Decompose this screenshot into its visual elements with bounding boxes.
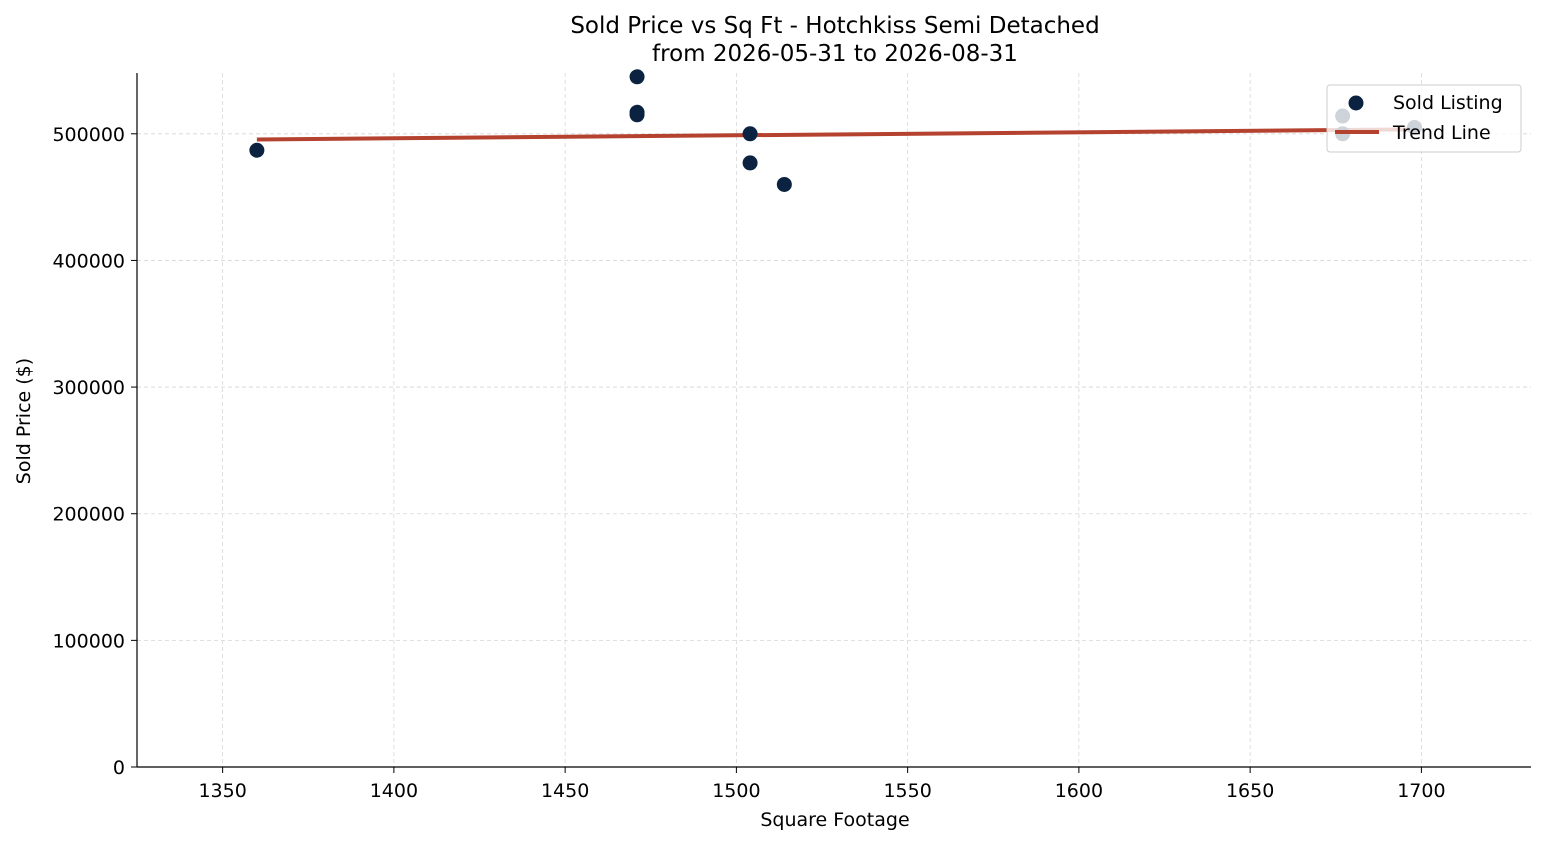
x-tick-label: 1450 [541,780,589,802]
y-tick-label: 400000 [52,250,125,272]
x-tick-label: 1500 [712,780,760,802]
legend-label-sold-listing: Sold Listing [1393,92,1503,114]
tick-labels: 1350 1400 1450 1500 1550 1600 1650 1700 0 100000 2… [52,124,1445,802]
trend-line [256,127,1415,142]
scatter-point [249,142,265,158]
scatter-point [776,176,792,192]
x-axis-label: Square Footage [760,809,909,831]
chart-subtitle: from 2026-05-31 to 2026-08-31 [652,41,1018,67]
x-tick-label: 1550 [883,780,931,802]
scatter-point [742,126,758,142]
legend-label-trend-line: Trend Line [1392,122,1491,144]
y-tick-label: 0 [113,757,125,779]
y-tick-label: 200000 [52,504,125,526]
legend-marker-sold-listing [1348,95,1364,111]
legend-box [1326,84,1522,153]
series-layer [249,69,1423,192]
scatter-point [742,155,758,171]
x-tick-label: 1400 [370,780,418,802]
scatter-point [629,107,645,123]
x-tick-label: 1650 [1226,780,1274,802]
chart-title: Sold Price vs Sq Ft - Hotchkiss Semi Det… [570,13,1099,39]
axes [131,73,1531,773]
grid [137,73,1531,768]
x-tick-label: 1600 [1055,780,1103,802]
y-tick-label: 300000 [52,377,125,399]
x-tick-label: 1350 [198,780,246,802]
scatter-point [629,69,645,85]
legend: Sold Listing Trend Line [1326,84,1522,153]
y-tick-label: 500000 [52,124,125,146]
y-tick-label: 100000 [52,630,125,652]
y-axis-label: Sold Price ($) [13,358,35,484]
x-tick-label: 1700 [1397,780,1445,802]
